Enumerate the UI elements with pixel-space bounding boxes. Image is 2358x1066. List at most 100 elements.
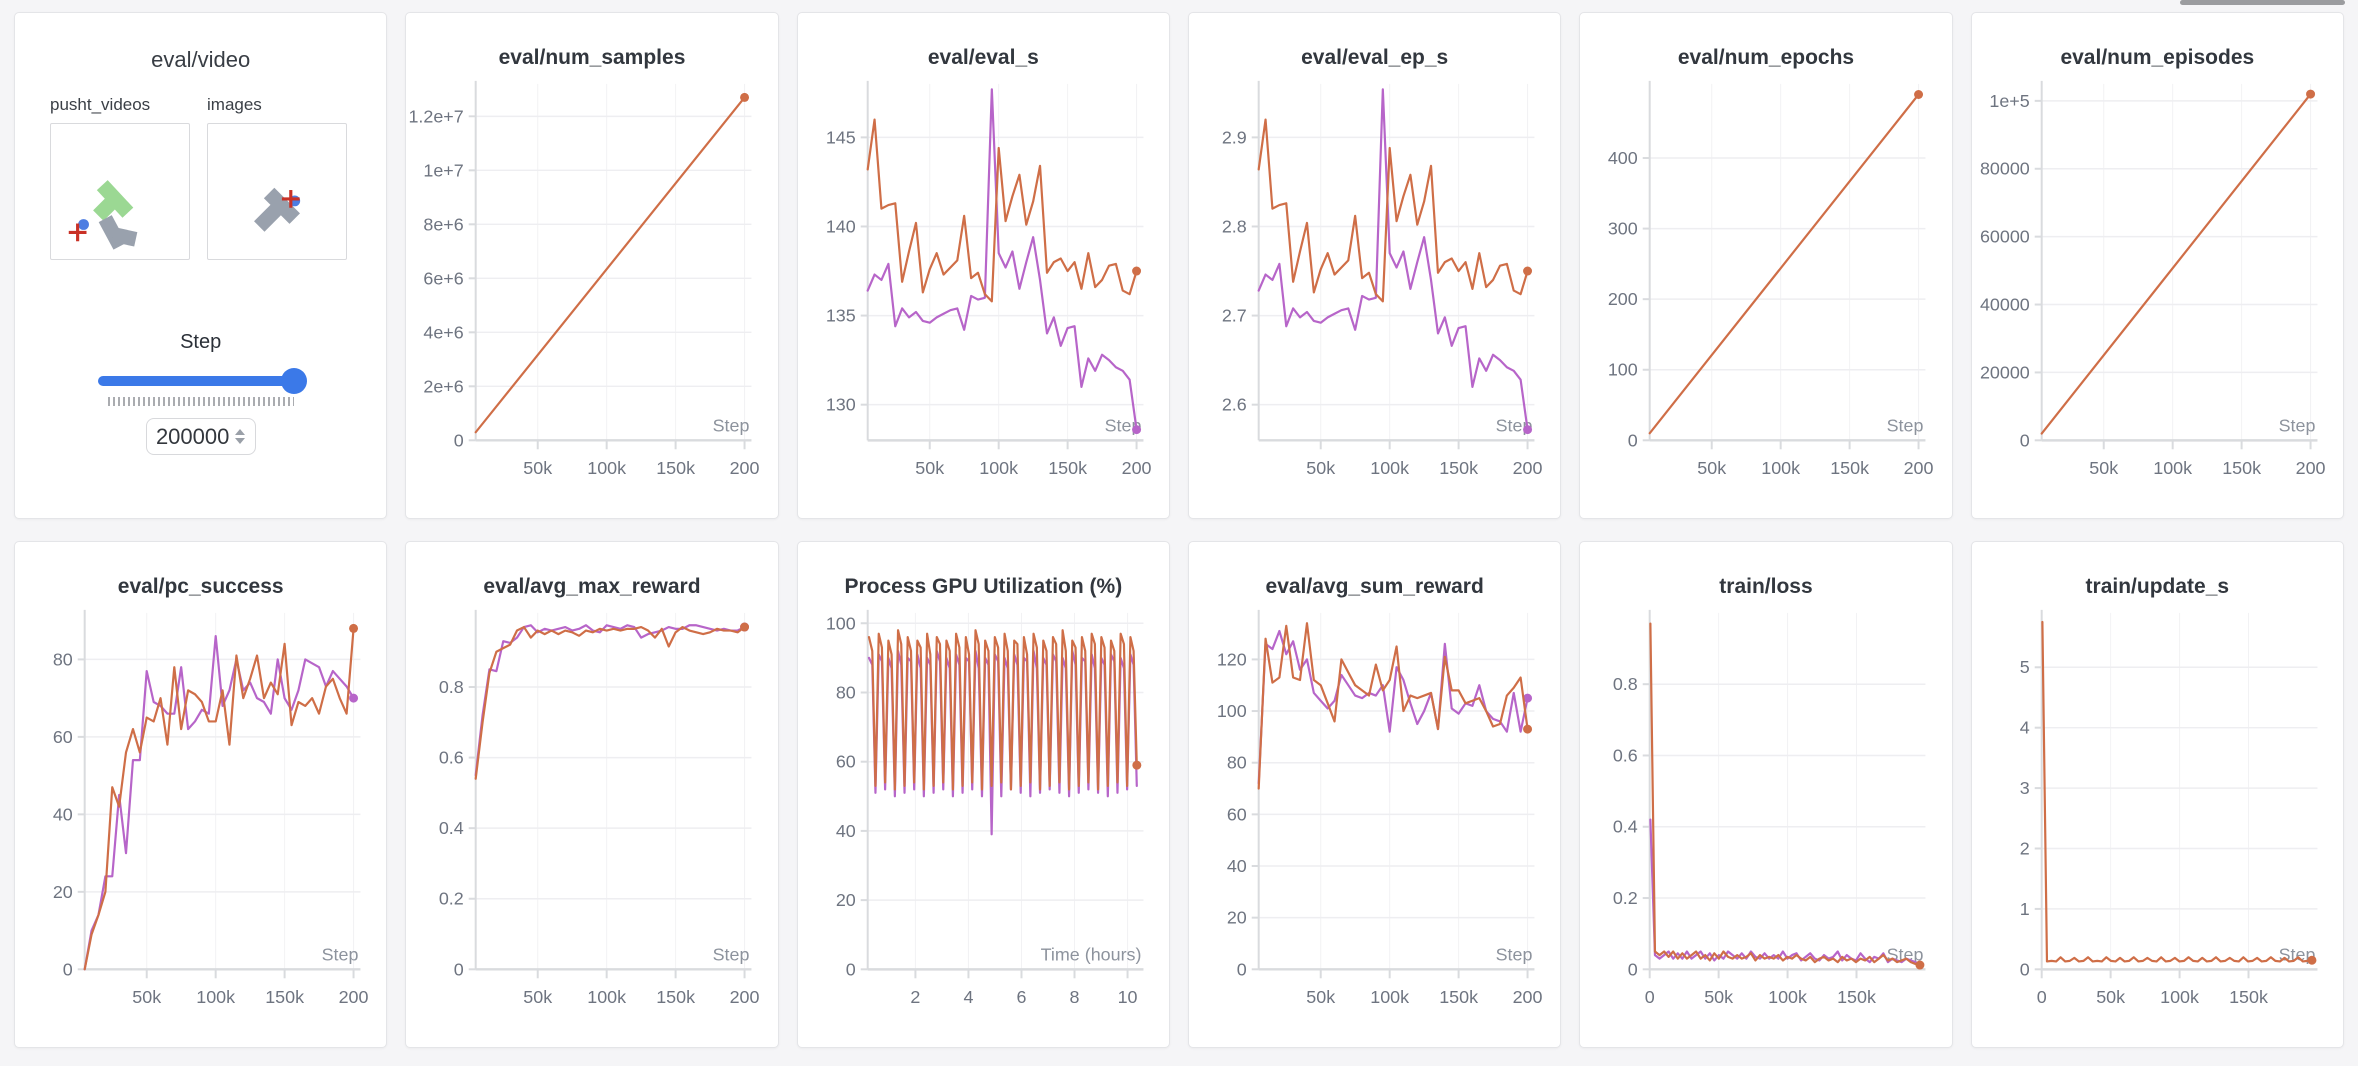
gray-t-shape <box>254 187 300 232</box>
goal-cross <box>281 190 300 208</box>
svg-text:20: 20 <box>835 890 855 910</box>
svg-text:100k: 100k <box>588 987 627 1007</box>
chart-title: eval/num_samples <box>498 46 686 69</box>
svg-text:100: 100 <box>1608 360 1638 380</box>
svg-text:100k: 100k <box>2160 987 2199 1007</box>
svg-text:0.4: 0.4 <box>1613 817 1638 837</box>
svg-text:300: 300 <box>1608 219 1638 239</box>
svg-text:0: 0 <box>1628 430 1638 450</box>
chart-title: eval/eval_ep_s <box>1301 46 1449 69</box>
svg-text:4: 4 <box>963 987 973 1007</box>
stepper-down-icon[interactable] <box>235 438 246 444</box>
svg-text:Step: Step <box>1496 944 1533 964</box>
chart-panel: train/update_s 0 50k 100k 150k 0 1 2 3 4 5 Step <box>1970 541 2344 1048</box>
svg-text:50k: 50k <box>1705 987 1734 1007</box>
svg-text:400: 400 <box>1608 148 1638 168</box>
chart-panel: eval/avg_max_reward 50k 100k 150k 200 0 0.2 0.… <box>405 541 779 1048</box>
svg-text:Step: Step <box>713 415 750 435</box>
line-chart[interactable]: 50k 100k 150k 200 0 20 40 60 80 Step <box>15 604 386 1029</box>
line-chart[interactable]: 50k 100k 150k 200 0 0.2 0.4 0.6 0.8 Step <box>406 604 777 1029</box>
chart-panel: eval/pc_success 50k 100k 150k 200 0 20 40 60 80 S… <box>14 541 388 1048</box>
pusht-videos-thumbnail[interactable] <box>50 123 190 260</box>
svg-text:3: 3 <box>2019 778 2029 798</box>
svg-text:200: 200 <box>2295 458 2325 478</box>
svg-text:200: 200 <box>1513 458 1543 478</box>
svg-text:150k: 150k <box>1831 458 1870 478</box>
images-label: images <box>207 95 262 114</box>
svg-text:80: 80 <box>835 682 855 702</box>
svg-text:6e+6: 6e+6 <box>424 268 464 288</box>
svg-text:2: 2 <box>2019 838 2029 858</box>
step-slider[interactable] <box>98 368 308 394</box>
chart-title: Process GPU Utilization (%) <box>844 575 1123 598</box>
svg-text:8: 8 <box>1069 987 1079 1007</box>
svg-text:2: 2 <box>910 987 920 1007</box>
svg-text:100k: 100k <box>196 987 235 1007</box>
svg-text:50k: 50k <box>1698 458 1727 478</box>
svg-text:200: 200 <box>1513 987 1543 1007</box>
svg-text:Step: Step <box>713 944 750 964</box>
svg-text:150k: 150k <box>2229 987 2268 1007</box>
svg-text:2e+6: 2e+6 <box>424 376 464 396</box>
svg-text:200: 200 <box>1904 458 1934 478</box>
svg-text:40: 40 <box>835 821 855 841</box>
svg-text:50k: 50k <box>1306 987 1335 1007</box>
svg-text:100k: 100k <box>1370 987 1409 1007</box>
svg-text:1e+5: 1e+5 <box>1989 91 2029 111</box>
svg-text:8e+6: 8e+6 <box>424 214 464 234</box>
svg-text:2.8: 2.8 <box>1222 216 1247 236</box>
svg-text:130: 130 <box>826 395 856 415</box>
chart-title: eval/eval_s <box>927 46 1039 69</box>
svg-text:60: 60 <box>835 752 855 772</box>
step-slider-thumb[interactable] <box>281 368 308 394</box>
step-slider-track[interactable] <box>98 376 304 386</box>
images-column: images <box>207 95 347 265</box>
chart-title: eval/pc_success <box>117 575 284 598</box>
step-value-input[interactable]: 200000 <box>145 418 256 455</box>
svg-text:100k: 100k <box>1768 987 1807 1007</box>
svg-text:0.4: 0.4 <box>439 818 464 838</box>
svg-text:60000: 60000 <box>1980 227 2030 247</box>
svg-text:0.6: 0.6 <box>1613 745 1638 765</box>
svg-text:40: 40 <box>1227 856 1247 876</box>
svg-text:0: 0 <box>454 430 464 450</box>
pusht-videos-label: pusht_videos <box>50 95 151 114</box>
svg-text:80000: 80000 <box>1980 159 2030 179</box>
svg-text:150k: 150k <box>2222 458 2261 478</box>
svg-text:2.7: 2.7 <box>1222 306 1247 326</box>
svg-text:40000: 40000 <box>1980 295 2030 315</box>
line-chart[interactable]: 50k 100k 150k 200 0 2e+6 4e+6 6e+6 8e+6 1e+7 1.2e+… <box>406 75 777 500</box>
svg-text:150k: 150k <box>1439 458 1478 478</box>
svg-text:0: 0 <box>2036 987 2046 1007</box>
svg-text:2.9: 2.9 <box>1222 127 1247 147</box>
svg-text:0: 0 <box>2019 430 2029 450</box>
line-chart[interactable]: 50k 100k 150k 200 0 20 40 60 80 100 120 Step <box>1189 604 1560 1029</box>
svg-text:100k: 100k <box>2153 458 2192 478</box>
svg-text:0: 0 <box>2019 959 2029 979</box>
horizontal-scrollbar[interactable] <box>2180 0 2345 5</box>
chart-title: eval/num_epochs <box>1677 46 1855 69</box>
svg-text:Step: Step <box>322 944 359 964</box>
svg-text:1e+7: 1e+7 <box>424 160 464 180</box>
svg-text:0.6: 0.6 <box>439 748 464 768</box>
svg-text:200: 200 <box>730 458 760 478</box>
line-chart[interactable]: 50k 100k 150k 200 0 100 200 300 400 Step <box>1580 75 1951 500</box>
chart-panel: eval/num_episodes 50k 100k 150k 200 0 20000 40… <box>1970 12 2344 519</box>
images-thumbnail[interactable] <box>207 123 347 260</box>
svg-text:40: 40 <box>53 804 73 824</box>
line-chart[interactable]: 50k 100k 150k 200 0 20000 40000 60000 80000 1e+5 S… <box>1972 75 2343 500</box>
stepper-up-icon[interactable] <box>235 429 246 435</box>
svg-text:50k: 50k <box>915 458 944 478</box>
svg-text:0: 0 <box>63 959 73 979</box>
chart-panel: eval/num_samples 50k 100k 150k 200 0 2e+6 4e+6… <box>405 12 779 519</box>
svg-text:5: 5 <box>2019 657 2029 677</box>
chart-title: train/loss <box>1719 575 1813 598</box>
svg-text:Step: Step <box>2278 415 2315 435</box>
video-panel: eval/video pusht_videos <box>14 12 388 519</box>
